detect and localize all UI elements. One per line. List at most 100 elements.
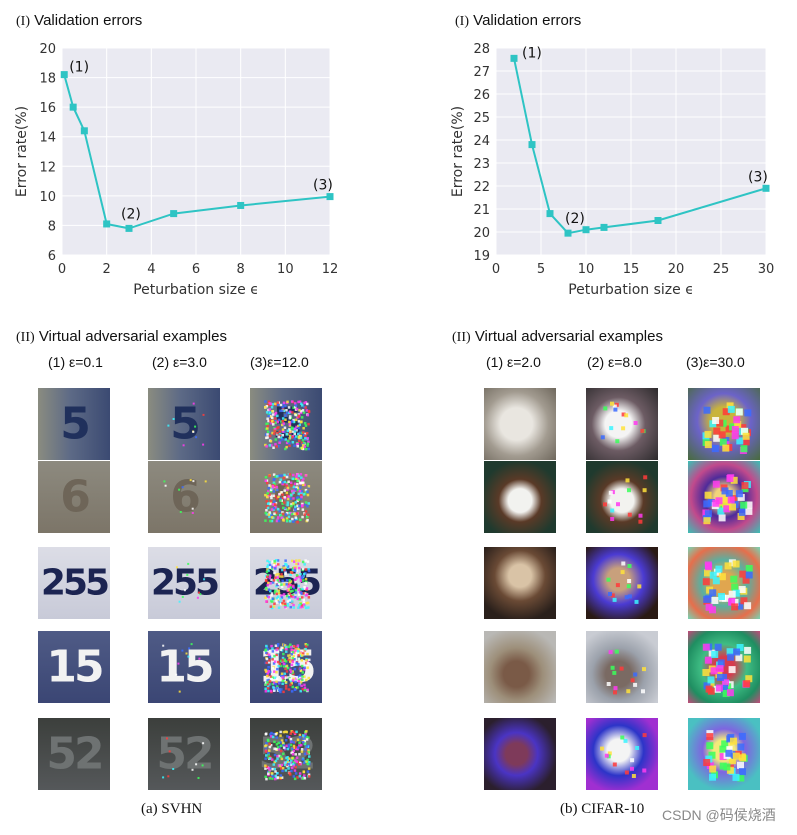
x-tick-label: 0: [58, 262, 66, 277]
y-tick-label: 27: [473, 65, 490, 80]
watermark: CSDN @码侯烧酒: [662, 807, 776, 823]
svhn-example-image: 52: [38, 718, 110, 790]
left-col-header-3: (3)ε=12.0: [250, 354, 309, 370]
svhn-example-image: 255: [250, 547, 322, 619]
svhn-example-image: 5: [38, 388, 110, 460]
point-annotation: (1): [69, 60, 89, 76]
data-point: [762, 184, 770, 192]
data-point: [582, 226, 590, 234]
svhn-digit-glyph: 52: [156, 728, 214, 780]
perturbation-noise: [688, 388, 760, 460]
perturbation-noise: [586, 631, 658, 703]
right-examples-title: (II) Virtual adversarial examples: [452, 328, 663, 345]
y-tick-label: 14: [39, 131, 56, 146]
perturbation-noise: [250, 631, 322, 703]
left-col-header-1: (1) ε=0.1: [48, 354, 103, 370]
cifar10-example-image: [586, 718, 658, 790]
x-tick-label: 0: [492, 262, 500, 277]
y-axis-label: Error rate(%): [14, 106, 30, 197]
cifar10-example-image: [484, 631, 556, 703]
perturbation-noise: [688, 547, 760, 619]
y-tick-label: 23: [473, 157, 490, 172]
svhn-example-image: 6: [148, 461, 220, 533]
cifar10-example-image: [688, 388, 760, 460]
series-line: [63, 74, 331, 230]
perturbation-noise: [586, 388, 658, 460]
x-tick-label: 2: [103, 262, 111, 277]
svhn-digit-glyph: 15: [156, 641, 214, 693]
svhn-example-image: 52: [250, 718, 322, 790]
svhn-digit-glyph: 5: [170, 398, 201, 450]
right-caption: (b) CIFAR-10: [560, 801, 645, 817]
svhn-digit-glyph: 5: [60, 398, 91, 450]
x-axis-label: Peturbation size ϵ: [133, 282, 259, 298]
y-tick-label: 10: [39, 190, 56, 205]
perturbation-noise: [250, 547, 322, 619]
svhn-example-image: 6: [38, 461, 110, 533]
y-tick-label: 28: [473, 42, 490, 57]
perturbation-noise: [148, 631, 220, 703]
point-annotation: (2): [121, 206, 141, 222]
data-point: [60, 71, 68, 79]
svhn-digit-glyph: 255: [40, 562, 110, 604]
y-tick-label: 20: [473, 226, 490, 241]
point-annotation: (3): [748, 169, 768, 185]
series-line: [513, 58, 767, 235]
cifar10-example-image: [688, 631, 760, 703]
y-tick-label: 16: [39, 101, 56, 116]
x-tick-label: 6: [192, 262, 200, 277]
perturbation-noise: [586, 547, 658, 619]
y-tick-label: 12: [39, 160, 56, 175]
y-tick-label: 18: [39, 72, 56, 87]
x-tick-label: 5: [537, 262, 545, 277]
x-tick-label: 8: [237, 262, 245, 277]
perturbation-noise: [148, 388, 220, 460]
data-point: [528, 141, 536, 149]
y-tick-label: 22: [473, 180, 490, 195]
x-tick-label: 10: [578, 262, 595, 277]
cifar10-example-image: [586, 388, 658, 460]
y-axis-label: Error rate(%): [450, 106, 466, 197]
cifar10-example-image: [688, 461, 760, 533]
data-point: [237, 201, 245, 209]
svhn-example-image: 15: [250, 631, 322, 703]
svhn-example-image: 15: [148, 631, 220, 703]
right-col-header-1: (1) ε=2.0: [486, 354, 541, 370]
data-point: [564, 229, 572, 237]
cifar10-example-image: [586, 461, 658, 533]
x-axis-label: Peturbation size ϵ: [568, 282, 694, 298]
data-point: [510, 54, 518, 62]
cifar10-example-image: [688, 547, 760, 619]
perturbation-noise: [586, 461, 658, 533]
data-point: [170, 210, 178, 218]
chart-2: 0 5 10 15 20 25 30 19 20 21 22 23 24 25 26 27 28 Peturbat…: [450, 42, 774, 298]
cifar10-example-image: [484, 718, 556, 790]
svhn-digit-glyph: 6: [170, 471, 201, 523]
perturbation-noise: [250, 388, 322, 460]
left-col-header-2: (2) ε=3.0: [152, 354, 207, 370]
x-tick-label: 4: [147, 262, 155, 277]
perturbation-noise: [688, 461, 760, 533]
x-tick-label: 15: [623, 262, 640, 277]
x-tick-label: 20: [668, 262, 685, 277]
svhn-digit-glyph: 15: [46, 641, 104, 693]
svhn-example-image: 255: [148, 547, 220, 619]
svhn-digit-glyph: 52: [46, 728, 104, 780]
data-point: [69, 103, 77, 111]
point-annotation: (1): [522, 45, 542, 61]
svhn-digit-glyph: 255: [150, 562, 220, 604]
data-point: [654, 217, 662, 224]
x-tick-label: 10: [277, 262, 294, 277]
x-tick-label: 25: [713, 262, 730, 277]
data-point: [80, 127, 88, 135]
right-col-header-2: (2) ε=8.0: [587, 354, 642, 370]
data-point: [546, 210, 554, 218]
y-tick-label: 25: [473, 111, 490, 126]
perturbation-noise: [586, 718, 658, 790]
y-tick-label: 8: [48, 219, 56, 234]
perturbation-noise: [688, 718, 760, 790]
data-point: [103, 220, 111, 228]
perturbation-noise: [688, 631, 760, 703]
cifar10-example-image: [484, 461, 556, 533]
